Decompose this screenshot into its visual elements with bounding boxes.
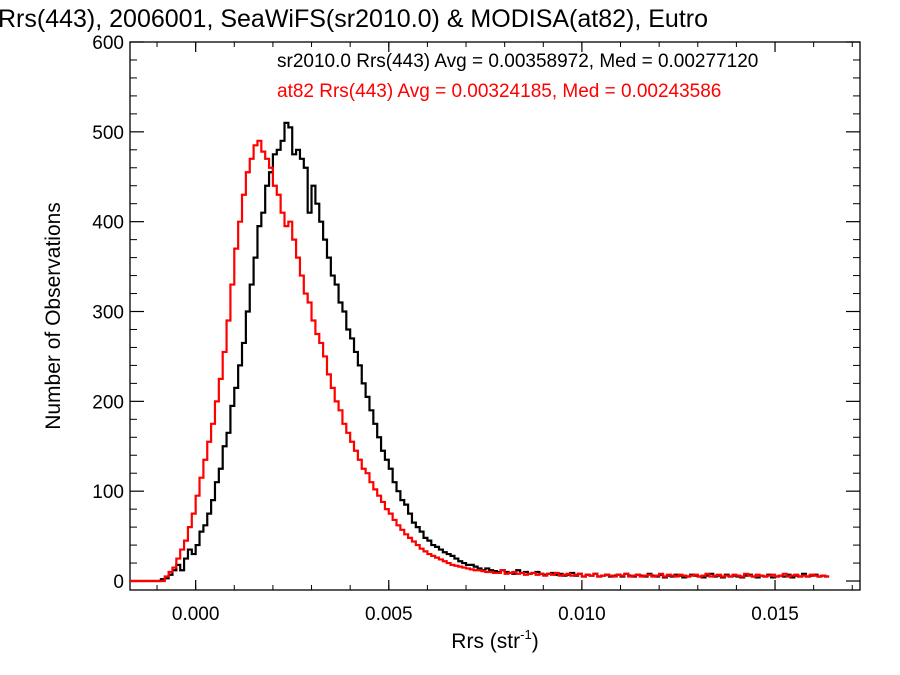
x-axis-ticks: 0.000 0.005 0.010 0.015 — [156, 42, 853, 625]
y-tick-label: 600 — [92, 33, 124, 54]
x-axis-label-main: Rrs (str — [451, 630, 520, 653]
x-axis-label-superscript: -1 — [520, 627, 532, 642]
y-axis-ticks: 0 100 200 300 400 500 600 — [92, 33, 860, 593]
x-tick-label: 0.015 — [751, 604, 799, 625]
x-axis-label-close: ) — [532, 630, 539, 653]
x-tick-label: 0.000 — [172, 604, 220, 625]
legend-entry-at82: at82 Rrs(443) Avg = 0.00324185, Med = 0.… — [277, 81, 721, 102]
y-tick-label: 300 — [92, 303, 124, 324]
y-tick-label: 200 — [92, 392, 124, 413]
y-tick-label: 400 — [92, 213, 124, 234]
series-layer — [130, 121, 830, 583]
x-axis-label: Rrs (str-1) — [451, 627, 538, 653]
x-tick-label: 0.010 — [558, 604, 606, 625]
y-axis-label: Number of Observations — [42, 202, 65, 430]
chart-title: Rrs(443), 2006001, SeaWiFS(sr2010.0) & M… — [0, 5, 708, 33]
x-tick-label: 0.005 — [365, 604, 413, 625]
y-tick-label: 0 — [113, 572, 124, 593]
y-tick-label: 500 — [92, 123, 124, 144]
y-tick-label: 100 — [92, 482, 124, 503]
series-line-sr2010 — [130, 121, 830, 583]
plot-frame — [129, 41, 861, 591]
legend-entry-sr2010: sr2010.0 Rrs(443) Avg = 0.00358972, Med … — [277, 51, 758, 72]
series-line-at82 — [130, 139, 830, 583]
